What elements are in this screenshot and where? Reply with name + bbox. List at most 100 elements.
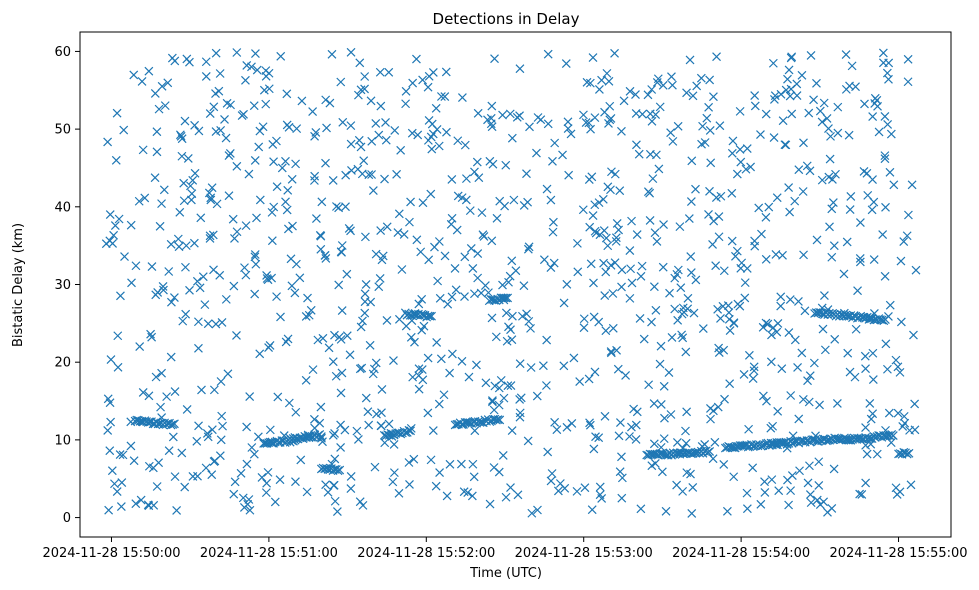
data-point-46 [302,487,312,497]
data-point-1035 [794,414,804,424]
data-point-252 [457,356,467,366]
data-point-539 [464,372,474,382]
data-point-75 [292,124,302,134]
data-point-33 [205,109,215,118]
data-point-1146 [381,135,391,145]
data-point-403 [515,395,525,404]
data-point-1109 [376,421,386,431]
data-point-831 [182,404,192,414]
data-point-628 [192,436,202,446]
data-point-92 [812,78,821,88]
data-point-426 [584,374,594,384]
data-point-521 [460,292,469,302]
data-point-1081 [447,292,457,302]
data-point-1118 [632,407,642,417]
data-point-710 [614,225,624,235]
data-point-347 [661,506,671,516]
data-point-996 [291,407,301,417]
data-point-1027 [688,91,698,101]
data-point-437 [682,468,692,478]
data-point-791 [426,189,436,199]
data-point-754 [281,337,291,347]
data-point-1088 [416,247,426,257]
data-point-479 [341,202,350,212]
data-point-1051 [447,349,457,359]
data-point-173 [241,270,251,280]
data-point-85 [173,234,183,244]
data-point-374 [749,362,759,372]
data-point-797 [532,148,541,158]
data-point-965 [563,124,573,133]
data-point-956 [148,463,158,473]
data-point-1083 [766,423,776,433]
data-point-1261 [450,420,460,430]
data-point-877 [604,76,614,86]
y-tick-label-6: 60 [54,45,71,60]
data-point-41 [417,325,427,335]
data-point-318 [666,128,676,138]
data-point-620 [500,201,510,211]
data-point-756 [474,173,484,183]
data-point-1286 [492,415,501,425]
data-point-1000 [892,489,902,499]
data-point-1147 [893,362,903,372]
data-point-704 [461,174,471,184]
data-point-928 [783,74,792,84]
data-point-495 [103,137,113,147]
data-point-119 [552,425,562,435]
data-point-600 [353,435,363,444]
data-point-858 [606,185,615,195]
data-point-559 [250,289,260,299]
data-point-995 [594,433,604,443]
data-point-612 [881,202,890,212]
data-point-327 [336,388,346,398]
data-point-315 [228,214,238,224]
data-point-509 [761,212,771,222]
data-point-700 [281,197,290,207]
data-point-513 [777,364,787,374]
data-point-245 [778,116,788,126]
data-point-1017 [515,111,524,121]
data-point-1287 [493,415,503,424]
data-point-68 [347,165,356,175]
data-point-684 [505,271,515,281]
data-point-394 [682,88,691,98]
data-point-565 [178,316,188,326]
data-point-1298 [499,293,509,303]
data-point-899 [632,230,642,240]
data-point-973 [708,454,718,464]
data-point-105 [250,155,260,165]
data-point-177 [650,228,660,238]
data-point-69 [270,497,280,507]
data-point-1225 [333,466,343,476]
data-point-966 [506,483,515,492]
data-point-3 [172,505,182,515]
data-point-838 [457,93,467,102]
data-point-436 [868,175,877,185]
data-point-627 [725,379,735,389]
data-point-820 [205,231,215,241]
data-point-484 [484,288,493,298]
data-point-1242 [404,425,414,435]
data-point-809 [712,52,721,62]
data-point-541 [291,159,301,169]
data-point-503 [436,92,446,101]
data-point-453 [507,133,517,143]
data-point-1067 [192,276,202,286]
x-tick-label-4: 2024-11-28 15:54:00 [672,546,810,561]
data-point-16 [405,217,414,227]
data-point-414 [625,432,634,441]
data-point-199 [408,78,418,88]
data-point-1069 [819,98,829,108]
data-point-257 [136,495,146,505]
data-point-319 [682,407,692,417]
data-point-548 [507,335,517,345]
data-point-1072 [883,364,892,374]
data-point-71 [654,164,664,174]
data-point-222 [886,129,896,139]
data-point-993 [617,126,626,136]
data-point-974 [634,149,644,159]
data-point-202 [342,269,352,279]
data-point-1036 [729,318,739,328]
data-point-302 [366,297,376,307]
